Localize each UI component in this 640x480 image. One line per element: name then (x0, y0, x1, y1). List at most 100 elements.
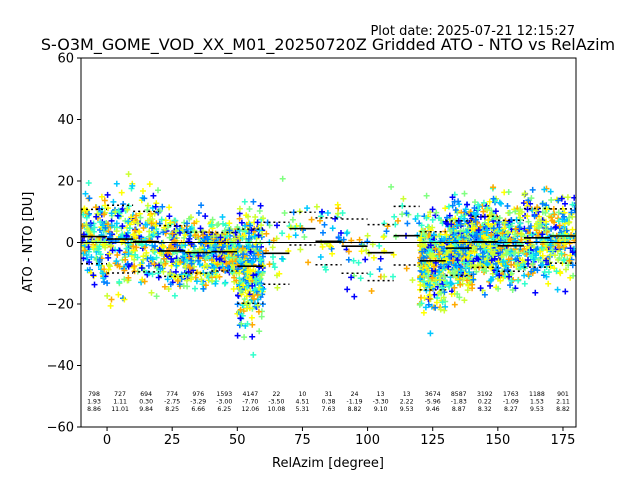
scatter-point (161, 283, 168, 290)
scatter-point (488, 232, 495, 238)
scatter-point (450, 225, 457, 232)
scatter-point (543, 257, 550, 264)
scatter-point (90, 272, 97, 279)
bin-count-label-6: 4147 (242, 391, 258, 398)
scatter-point (503, 251, 510, 258)
bin-std-label-1: 11.01 (111, 406, 129, 413)
scatter-point (420, 254, 427, 261)
scatter-point (96, 256, 103, 263)
scatter-point (145, 217, 151, 224)
scatter-point (433, 209, 440, 216)
scatter-point (256, 264, 263, 271)
scatter-point (93, 213, 100, 220)
bin-count-label-7: 22 (272, 391, 280, 398)
scatter-point (537, 248, 544, 255)
scatter-point (482, 234, 489, 241)
scatter-point (472, 216, 479, 223)
scatter-point (392, 233, 399, 240)
bin-count-label-13: 3674 (425, 391, 441, 398)
scatter-point (158, 259, 164, 266)
scatter-point (141, 244, 148, 251)
scatter-point (473, 268, 480, 275)
scatter-point (147, 212, 154, 219)
scatter-point (400, 195, 407, 202)
bin-std-label-11: 9.10 (374, 406, 388, 413)
scatter-point (505, 229, 511, 236)
scatter-point (247, 248, 254, 255)
scatter-point (274, 222, 280, 229)
scatter-point (528, 231, 535, 238)
scatter-point (446, 238, 453, 245)
scatter-point (477, 231, 484, 238)
scatter-point (483, 268, 490, 274)
scatter-point (137, 261, 144, 268)
scatter-point (246, 276, 253, 283)
y-axis-label: ATO - NTO [DU] (21, 192, 36, 293)
scatter-point (260, 215, 266, 222)
scatter-point (521, 280, 528, 287)
x-tick-label: 125 (420, 433, 445, 448)
bin-std-label-18: 8.82 (556, 406, 570, 413)
scatter-point (256, 284, 263, 291)
scatter-point (539, 252, 546, 259)
scatter-point (538, 218, 544, 225)
scatter-point (534, 204, 541, 211)
scatter-point (367, 271, 374, 278)
y-tick-label: 0 (66, 236, 74, 251)
scatter-point (446, 253, 453, 260)
scatter-point (152, 243, 158, 250)
scatter-point (543, 273, 550, 280)
scatter-point (338, 230, 344, 236)
scatter-point (254, 291, 261, 298)
scatter-point (481, 254, 488, 261)
scatter-point (555, 209, 562, 216)
scatter-point (329, 225, 336, 232)
scatter-point (547, 252, 554, 259)
scatter-point (234, 332, 241, 339)
scatter-point (140, 188, 146, 194)
scatter-point (204, 263, 211, 269)
scatter-point (525, 218, 532, 225)
scatter-point (421, 283, 428, 290)
scatter-point (421, 238, 428, 245)
scatter-point (184, 220, 190, 227)
scatter-point (84, 225, 91, 232)
scatter-point (82, 190, 89, 197)
x-tick-label: 175 (551, 433, 576, 448)
scatter-point (436, 215, 442, 222)
scatter-point (547, 242, 554, 249)
scatter-point (236, 242, 243, 249)
scatter-point (167, 281, 174, 288)
scatter-point (521, 272, 528, 279)
scatter-point (427, 330, 434, 337)
scatter-point (533, 238, 540, 245)
bin-count-label-0: 798 (88, 391, 100, 398)
scatter-point (149, 271, 156, 278)
scatter-point (257, 202, 264, 209)
scatter-point (266, 261, 273, 268)
scatter-point (449, 194, 456, 201)
scatter-point (246, 230, 253, 237)
scatter-point (250, 351, 257, 358)
scatter-point (412, 216, 419, 222)
scatter-point (173, 262, 180, 269)
scatter-point (532, 289, 539, 296)
scatter-point (245, 235, 252, 242)
scatter-point (149, 205, 156, 211)
scatter-point (248, 314, 255, 321)
scatter-point (116, 263, 123, 270)
scatter-point (416, 263, 423, 270)
scatter-point (376, 242, 383, 249)
scatter-point (542, 226, 549, 233)
scatter-point (501, 225, 508, 232)
scatter-point (237, 315, 244, 322)
scatter-point (409, 277, 416, 284)
bin-mean-label-1: 1.11 (113, 399, 127, 406)
scatter-point (252, 255, 259, 262)
scatter-point (469, 281, 476, 288)
scatter-point (172, 217, 179, 224)
scatter-point (204, 236, 211, 243)
scatter-point (500, 259, 506, 265)
scatter-point (381, 273, 388, 280)
x-tick-label: 0 (103, 433, 111, 448)
